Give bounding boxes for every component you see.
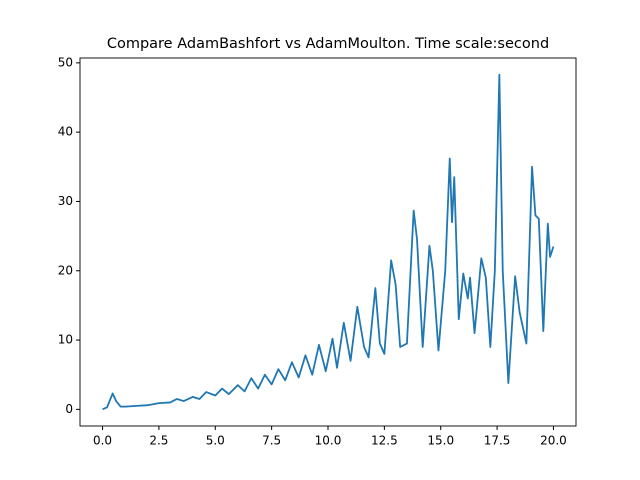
x-tick-label: 20.0: [540, 434, 567, 448]
axes-frame: [79, 57, 577, 427]
x-tick-label: 2.5: [149, 434, 168, 448]
y-tick-label: 30: [58, 194, 73, 208]
y-tick-label: 10: [58, 333, 73, 347]
y-tick-label: 0: [65, 402, 73, 416]
y-tick-label: 50: [58, 55, 73, 69]
x-tick-label: 15.0: [427, 434, 454, 448]
x-tick-label: 12.5: [371, 434, 398, 448]
y-tick-label: 40: [58, 125, 73, 139]
x-tick-label: 7.5: [262, 434, 281, 448]
data-line: [102, 73, 555, 411]
y-tick-label: 20: [58, 263, 73, 277]
x-tick-label: 17.5: [484, 434, 511, 448]
x-tick-label: 0.0: [93, 434, 112, 448]
x-tick-label: 5.0: [206, 434, 225, 448]
x-tick-label: 10.0: [315, 434, 342, 448]
chart-title: Compare AdamBashfort vs AdamMoulton. Tim…: [107, 36, 549, 52]
